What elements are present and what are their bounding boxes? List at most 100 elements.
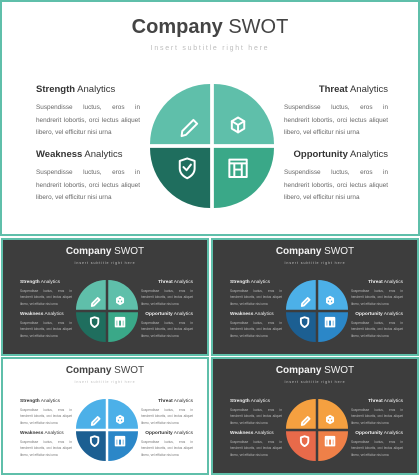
thumb-title: Company SWOT [275,246,355,257]
threat-body: Suspendisse luctus, eros in hendrerit lo… [284,104,388,137]
shield-icon [299,435,310,448]
box-icon [325,295,335,306]
thumb-threat-block: Threat Analytics Suspendisse luctus, ero… [351,399,403,426]
thumb-opportunity-body: Suspendisse luctus, eros in hendrerit lo… [141,440,193,457]
thumb-strength-block: Strength Analytics Suspendisse luctus, e… [20,280,72,307]
opportunity-heading: Opportunity Analytics [293,149,389,160]
slide-title: Company SWOT [131,16,289,38]
thumb-swot-circle [286,280,348,342]
thumb-threat-heading: Threat Analytics [158,280,193,285]
shield-icon [89,435,100,448]
thumb-title: Company SWOT [65,365,145,376]
thumb-subtitle: Insert subtitle right here [284,380,346,384]
quadrant-bottom-left [150,147,211,208]
quadrant-top-left [150,84,211,145]
gate-icon [114,435,126,447]
strength-heading: Strength Analytics [36,84,116,95]
thumb-opportunity-heading: Opportunity Analytics [145,312,193,317]
thumb-threat-heading: Threat Analytics [368,280,403,285]
opportunity-block: Opportunity Analytics Suspendisse luctus… [284,149,388,205]
thumb-opportunity-block: Opportunity Analytics Suspendisse luctus… [351,431,403,458]
thumb-weakness-heading: Weakness Analytics [230,431,274,436]
pencil-icon [300,416,311,426]
thumb-threat-body: Suspendisse luctus, eros in hendrerit lo… [141,408,193,425]
thumb-opportunity-block: Opportunity Analytics Suspendisse luctus… [141,431,193,458]
thumb-title: Company SWOT [65,246,145,257]
weakness-heading: Weakness Analytics [36,149,123,160]
shield-icon [299,316,310,329]
thumb-weakness-heading: Weakness Analytics [20,312,64,317]
thumb-weakness-block: Weakness Analytics Suspendisse luctus, e… [230,312,282,339]
thumb-strength-body: Suspendisse luctus, eros in hendrerit lo… [20,408,72,425]
pencil-icon [90,297,101,307]
thumb-threat-body: Suspendisse luctus, eros in hendrerit lo… [141,289,193,306]
quadrant-top-right [108,399,138,429]
box-icon [115,414,125,425]
shield-icon [178,157,196,180]
thumbnail-4[interactable]: Company SWOT Insert subtitle right here … [211,357,419,475]
threat-heading: Threat Analytics [318,84,388,95]
thumb-title: Company SWOT [275,365,355,376]
thumb-opportunity-heading: Opportunity Analytics [355,431,403,436]
quadrant-bottom-left [76,431,106,461]
slide-subtitle: Insert subtitle right here [150,45,270,52]
thumb-weakness-block: Weakness Analytics Suspendisse luctus, e… [230,431,282,458]
thumb-weakness-body: Suspendisse luctus, eros in hendrerit lo… [230,440,282,457]
thumb-threat-block: Threat Analytics Suspendisse luctus, ero… [141,399,193,426]
thumb-strength-body: Suspendisse luctus, eros in hendrerit lo… [230,408,282,425]
strength-body: Suspendisse luctus, eros in hendrerit lo… [36,104,140,137]
quadrant-bottom-left [76,312,106,342]
thumb-weakness-body: Suspendisse luctus, eros in hendrerit lo… [230,321,282,338]
pencil-icon [90,416,101,426]
main-slide[interactable]: Company SWOT Insert subtitle right here … [0,0,420,236]
thumb-weakness-body: Suspendisse luctus, eros in hendrerit lo… [20,321,72,338]
thumb-opportunity-block: Opportunity Analytics Suspendisse luctus… [351,312,403,339]
thumb-opportunity-heading: Opportunity Analytics [145,431,193,436]
thumb-strength-heading: Strength Analytics [230,280,270,285]
gate-icon [228,158,248,178]
thumb-weakness-block: Weakness Analytics Suspendisse luctus, e… [20,312,72,339]
shield-icon [89,316,100,329]
thumb-swot-circle [76,399,138,461]
thumb-swot-circle [76,280,138,342]
quadrant-top-right [318,399,348,429]
thumb-threat-block: Threat Analytics Suspendisse luctus, ero… [351,280,403,307]
thumbnail-1[interactable]: Company SWOT Insert subtitle right here … [1,238,209,356]
pencil-icon [300,297,311,307]
thumb-strength-heading: Strength Analytics [20,280,60,285]
quadrant-top-right [213,84,274,145]
quadrant-top-right [108,280,138,310]
thumb-weakness-heading: Weakness Analytics [230,312,274,317]
threat-block: Threat Analytics Suspendisse luctus, ero… [284,84,388,140]
opportunity-body: Suspendisse luctus, eros in hendrerit lo… [284,169,388,202]
thumbnail-3[interactable]: Company SWOT Insert subtitle right here … [1,357,209,475]
gate-icon [324,435,336,447]
thumb-strength-block: Strength Analytics Suspendisse luctus, e… [20,399,72,426]
gate-icon [114,316,126,328]
thumb-strength-body: Suspendisse luctus, eros in hendrerit lo… [20,289,72,306]
quadrant-top-left [286,280,316,310]
quadrant-bottom-left [286,431,316,461]
weakness-block: Weakness Analytics Suspendisse luctus, e… [36,149,140,205]
quadrant-bottom-left [286,312,316,342]
box-icon [115,295,125,306]
box-icon [325,414,335,425]
quadrant-top-left [286,399,316,429]
quadrant-top-left [76,280,106,310]
thumb-threat-block: Threat Analytics Suspendisse luctus, ero… [141,280,193,307]
thumb-opportunity-body: Suspendisse luctus, eros in hendrerit lo… [351,440,403,457]
thumb-threat-heading: Threat Analytics [368,399,403,404]
thumbnail-2[interactable]: Company SWOT Insert subtitle right here … [211,238,419,356]
thumb-strength-heading: Strength Analytics [20,399,60,404]
thumb-weakness-body: Suspendisse luctus, eros in hendrerit lo… [20,440,72,457]
thumb-subtitle: Insert subtitle right here [74,261,136,265]
quadrant-top-left [76,399,106,429]
thumb-subtitle: Insert subtitle right here [284,261,346,265]
thumb-opportunity-body: Suspendisse luctus, eros in hendrerit lo… [141,321,193,338]
quadrant-top-right [318,280,348,310]
thumb-strength-heading: Strength Analytics [230,399,270,404]
thumb-swot-circle [286,399,348,461]
thumb-threat-body: Suspendisse luctus, eros in hendrerit lo… [351,408,403,425]
thumb-strength-body: Suspendisse luctus, eros in hendrerit lo… [230,289,282,306]
thumb-strength-block: Strength Analytics Suspendisse luctus, e… [230,399,282,426]
